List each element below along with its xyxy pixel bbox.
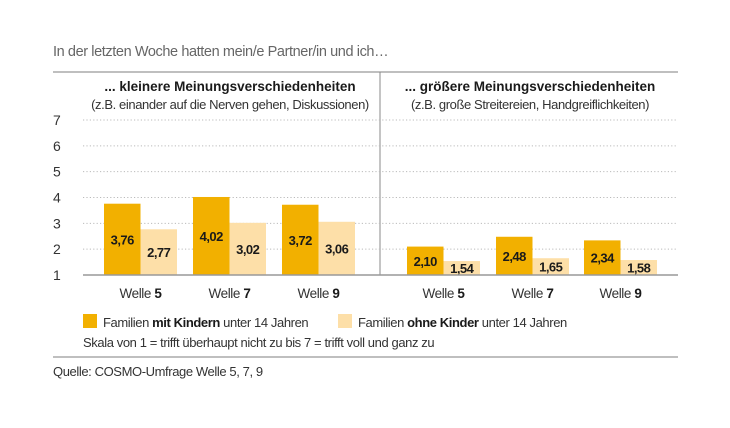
bar xyxy=(496,236,533,275)
y-tick-label: 3 xyxy=(53,215,61,231)
bar xyxy=(318,221,355,275)
bar-value-label: 3,02 xyxy=(236,242,260,257)
panel-left-subtitle: (z.B. einander auf die Nerven gehen, Dis… xyxy=(91,97,369,112)
legend: Familien mit Kindern unter 14 Jahren Fam… xyxy=(83,314,567,350)
bar xyxy=(229,222,266,275)
bar xyxy=(140,229,177,275)
bar xyxy=(407,246,444,275)
legend-label-with-children: Familien mit Kindern unter 14 Jahren xyxy=(103,315,308,330)
y-tick-label: 1 xyxy=(53,267,61,283)
bar xyxy=(193,196,230,275)
x-category-label: Welle 9 xyxy=(298,286,340,301)
source-note: Quelle: COSMO-Umfrage Welle 5, 7, 9 xyxy=(53,364,263,379)
x-category-label: Welle 7 xyxy=(512,286,554,301)
bar-value-label: 2,77 xyxy=(147,245,171,260)
legend-label-without-children: Familien ohne Kinder unter 14 Jahren xyxy=(358,315,567,330)
bar-value-label: 2,34 xyxy=(591,251,616,266)
y-tick-label: 6 xyxy=(53,138,61,154)
bar xyxy=(282,204,319,275)
bar-value-label: 1,58 xyxy=(627,261,651,276)
y-tick-label: 2 xyxy=(53,241,61,257)
x-category-label: Welle 5 xyxy=(423,286,466,301)
bar-value-label: 2,10 xyxy=(414,254,438,269)
bar xyxy=(584,240,621,275)
bar-value-label: 3,72 xyxy=(289,233,313,248)
panel-right-title: ... größere Meinungsverschiedenheiten xyxy=(405,79,656,94)
scale-note: Skala von 1 = trifft überhaupt nicht zu … xyxy=(83,335,434,350)
legend-swatch-without-children xyxy=(338,314,352,328)
bar-value-label: 3,06 xyxy=(325,241,349,256)
y-tick-label: 5 xyxy=(53,164,61,180)
x-category-label: Welle 7 xyxy=(209,286,251,301)
bar xyxy=(104,203,141,275)
panel-right-subtitle: (z.B. große Streitereien, Handgreiflichk… xyxy=(411,97,649,112)
bar xyxy=(532,258,569,275)
y-tick-label: 7 xyxy=(53,112,61,128)
legend-swatch-with-children xyxy=(83,314,97,328)
bar-value-label: 1,54 xyxy=(450,261,475,276)
x-category-label: Welle 5 xyxy=(120,286,163,301)
bar xyxy=(443,261,480,275)
bar xyxy=(620,260,657,275)
x-category-label: Welle 9 xyxy=(600,286,642,301)
bar-value-label: 3,76 xyxy=(111,232,135,247)
y-tick-label: 4 xyxy=(53,190,61,206)
panel-left-title: ... kleinere Meinungsverschiedenheiten xyxy=(104,79,355,94)
bar-value-label: 2,48 xyxy=(503,249,527,264)
chart-header-title: In der letzten Woche hatten mein/e Partn… xyxy=(53,44,388,60)
bar-value-label: 1,65 xyxy=(539,260,563,275)
bar-value-label: 4,02 xyxy=(200,229,224,244)
